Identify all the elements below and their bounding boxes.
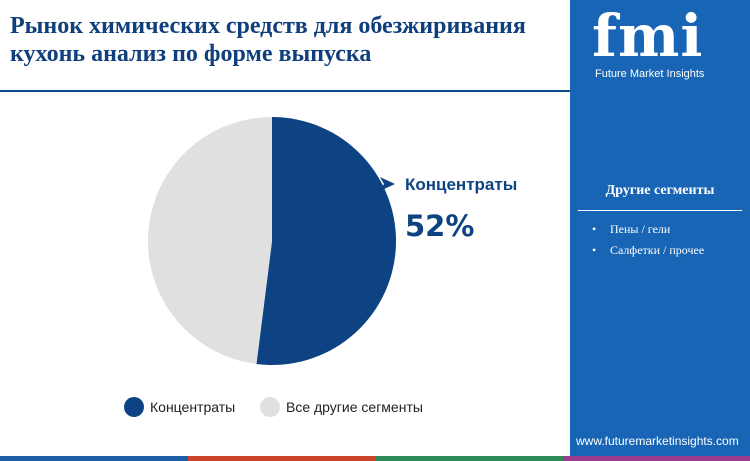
fmi-logo: fmi (592, 2, 704, 70)
other-segments-heading: Другие сегменты (605, 183, 715, 198)
segment-label: Салфетки / прочее (610, 243, 705, 257)
bar-segment-2 (187, 456, 375, 461)
pie-slice-1 (256, 117, 397, 365)
sidebar: fmi Future Market Insights Другие сегмен… (570, 0, 750, 461)
legend-label-1: Концентраты (150, 399, 235, 415)
bullet-icon: • (592, 243, 597, 257)
bar-segment-1 (0, 456, 188, 461)
segments-list: • Пены / гели • Салфетки / прочее (592, 222, 704, 264)
segment-item: • Салфетки / прочее (592, 243, 704, 258)
bottom-color-bar (0, 456, 750, 461)
brand-name: Future Market Insights (595, 68, 705, 80)
chart-title: Рынок химических средств для обезжириван… (10, 13, 526, 67)
bar-segment-3 (375, 456, 563, 461)
title-divider (0, 90, 570, 92)
segments-divider (578, 210, 742, 211)
segment-item: • Пены / гели (592, 222, 704, 237)
bullet-icon: • (592, 222, 597, 236)
legend-marker-1 (124, 397, 144, 417)
pie-chart: Концентраты 52% Концентраты Все другие сег… (124, 117, 517, 417)
pie-slice-2 (148, 117, 272, 365)
bar-segment-4 (562, 456, 750, 461)
callout-arrow-icon (380, 177, 395, 191)
callout-value: 52% (405, 209, 474, 243)
legend-marker-2 (260, 397, 280, 417)
callout-label: Концентраты (405, 175, 517, 194)
segment-label: Пены / гели (610, 222, 671, 236)
legend-label-2: Все другие сегменты (286, 399, 423, 415)
website-url[interactable]: www.futuremarketinsights.com (576, 434, 739, 448)
